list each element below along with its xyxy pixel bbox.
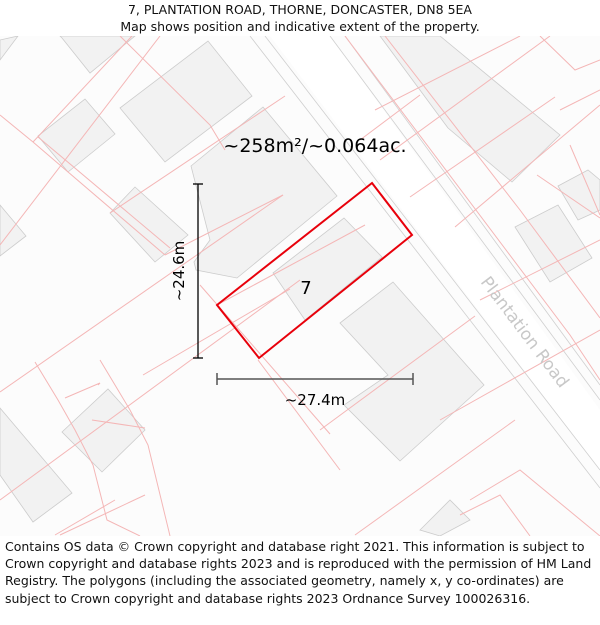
- map-header: 7, PLANTATION ROAD, THORNE, DONCASTER, D…: [0, 0, 600, 37]
- buildings: [0, 36, 600, 536]
- copyright-notice: Contains OS data © Crown copyright and d…: [5, 539, 592, 606]
- plot-number-label: 7: [300, 278, 311, 299]
- map-subtitle: Map shows position and indicative extent…: [120, 19, 480, 34]
- property-address-title: 7, PLANTATION ROAD, THORNE, DONCASTER, D…: [127, 2, 472, 17]
- width-measure-label: ~27.4m: [285, 391, 346, 409]
- property-boundary[interactable]: [215, 181, 414, 360]
- height-measure-line: [193, 183, 203, 359]
- area-label: ~258m²/~0.064ac.: [223, 135, 406, 157]
- parcel-boundaries: [0, 36, 600, 536]
- road-name-label: Plantation Road: [476, 273, 573, 392]
- width-measure-line: [216, 373, 414, 385]
- height-measure-label: ~24.6m: [170, 241, 188, 302]
- property-map[interactable]: Plantation Road ~24.6m ~27.4m 7 ~258m²/~…: [0, 36, 600, 536]
